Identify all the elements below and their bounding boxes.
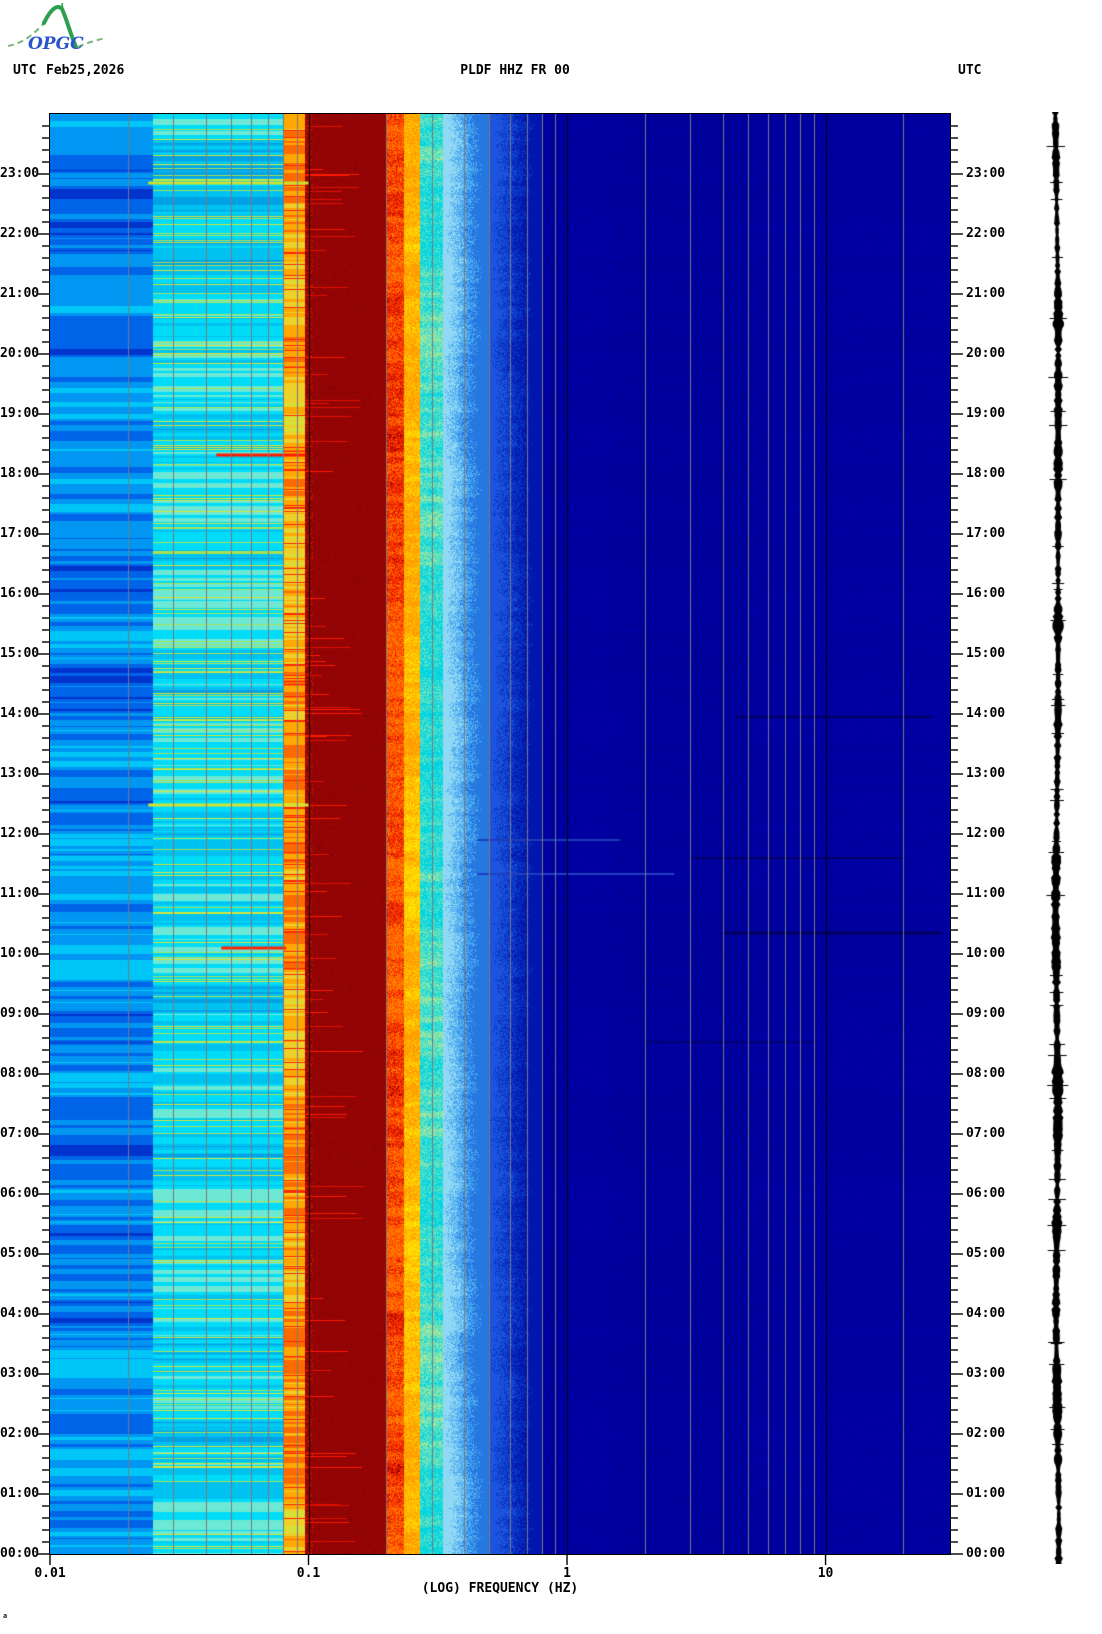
y-tick-label: 22:00: [0, 226, 40, 241]
y-tick-label: 08:00: [966, 1066, 1006, 1081]
y-tick-label: 00:00: [0, 1546, 40, 1561]
y-tick-label: 20:00: [966, 346, 1006, 361]
y-tick-label: 01:00: [966, 1486, 1006, 1501]
y-tick-label: 17:00: [0, 526, 40, 541]
y-tick-label: 11:00: [0, 886, 40, 901]
y-tick-label: 23:00: [0, 166, 40, 181]
y-tick-label: 02:00: [966, 1426, 1006, 1441]
plot-frame: [49, 113, 951, 1555]
utc-label-left: UTC: [13, 63, 37, 78]
date-label: Feb25,2026: [46, 63, 125, 78]
y-tick-label: 12:00: [966, 826, 1006, 841]
y-tick-label: 02:00: [0, 1426, 40, 1441]
x-tick-label: 0.1: [296, 1566, 321, 1581]
y-tick-label: 14:00: [966, 706, 1006, 721]
utc-label-right: UTC: [958, 63, 982, 78]
y-tick-label: 23:00: [966, 166, 1006, 181]
y-tick-label: 11:00: [966, 886, 1006, 901]
x-axis-ticks: [49, 1554, 827, 1565]
y-tick-label: 09:00: [966, 1006, 1006, 1021]
x-tick-label: 0.01: [34, 1566, 66, 1581]
opgc-logo-text: OPGC: [28, 34, 84, 54]
x-tick-label: 1: [563, 1566, 571, 1581]
y-tick-label: 07:00: [0, 1126, 40, 1141]
y-tick-label: 16:00: [0, 586, 40, 601]
y-tick-label: 00:00: [966, 1546, 1006, 1561]
y-tick-label: 05:00: [0, 1246, 40, 1261]
opgc-logo: OPGC: [7, 2, 106, 54]
y-tick-label: 21:00: [0, 286, 40, 301]
y-tick-label: 07:00: [966, 1126, 1006, 1141]
y-tick-label: 19:00: [0, 406, 40, 421]
y-tick-label: 10:00: [0, 946, 40, 961]
spectrogram-canvas: [50, 114, 950, 1554]
y-axis-ticks-right: [951, 125, 963, 1555]
plot-title: PLDF HHZ FR 00: [460, 63, 570, 78]
y-tick-label: 17:00: [966, 526, 1006, 541]
y-tick-label: 08:00: [0, 1066, 40, 1081]
y-axis-ticks-left: [37, 125, 49, 1555]
y-tick-label: 20:00: [0, 346, 40, 361]
seismogram-trace: [1030, 112, 1082, 1564]
logo-dash-right: [77, 37, 106, 48]
y-tick-label: 01:00: [0, 1486, 40, 1501]
y-tick-label: 18:00: [0, 466, 40, 481]
y-tick-label: 03:00: [0, 1366, 40, 1381]
y-tick-label: 15:00: [0, 646, 40, 661]
y-tick-label: 12:00: [0, 826, 40, 841]
y-tick-label: 19:00: [966, 406, 1006, 421]
y-tick-label: 06:00: [966, 1186, 1006, 1201]
x-axis-label: (LOG) FREQUENCY (HZ): [421, 1581, 579, 1596]
y-tick-label: 14:00: [0, 706, 40, 721]
y-tick-label: 18:00: [966, 466, 1006, 481]
y-tick-label: 10:00: [966, 946, 1006, 961]
y-tick-label: 16:00: [966, 586, 1006, 601]
y-tick-label: 13:00: [0, 766, 40, 781]
y-tick-label: 03:00: [966, 1366, 1006, 1381]
logo-peak-line: [61, 2, 64, 12]
y-tick-label: 04:00: [966, 1306, 1006, 1321]
y-tick-label: 21:00: [966, 286, 1006, 301]
y-tick-label: 05:00: [966, 1246, 1006, 1261]
corner-mark: a: [3, 1612, 8, 1620]
y-tick-label: 15:00: [966, 646, 1006, 661]
y-tick-label: 13:00: [966, 766, 1006, 781]
y-tick-label: 04:00: [0, 1306, 40, 1321]
y-tick-label: 22:00: [966, 226, 1006, 241]
y-tick-label: 09:00: [0, 1006, 40, 1021]
y-tick-label: 06:00: [0, 1186, 40, 1201]
x-tick-label: 10: [817, 1566, 834, 1581]
